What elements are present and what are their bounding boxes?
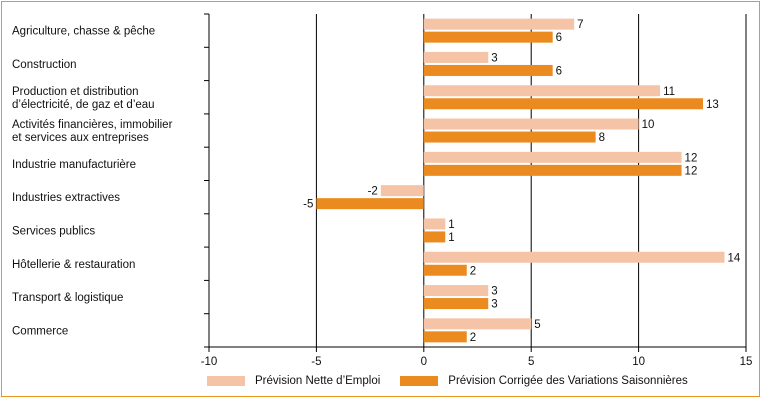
value-label-series-2-2: 13 [706, 99, 719, 111]
bar-series-1-8 [423, 285, 489, 297]
category-label-8: Transport & logistique [12, 292, 123, 304]
category-labels: Agriculture, chasse & pêche Construction P… [12, 26, 173, 338]
value-label-series-1-3: 10 [642, 119, 655, 131]
bar-series-2-1 [423, 64, 553, 76]
bar-series-1-2 [423, 85, 661, 97]
value-label-series-1-4: 12 [685, 152, 698, 164]
category-label-1: Construction [12, 59, 77, 71]
legend-item-series-2: Prévision Corrigée des Variations Saison… [400, 375, 688, 387]
value-label-series-2-6: 1 [448, 232, 454, 244]
bar-series-2-3 [423, 131, 596, 143]
bar-series-1-4 [423, 151, 682, 163]
x-tick-label-4: 10 [632, 356, 645, 368]
value-label-series-2-5: -5 [303, 199, 313, 211]
legend-label-series-1: Prévision Nette d’Emploi [255, 375, 381, 387]
x-tick-labels: -10 -5 0 5 10 15 [201, 356, 753, 368]
gridlines [315, 14, 747, 347]
legend-swatch-series-2 [400, 376, 439, 386]
bar-series-1-9 [423, 318, 532, 330]
bar-series-2-5 [316, 198, 424, 210]
category-label-2: Production et distribution d’électricité,… [12, 86, 155, 111]
bar-series-2-2 [423, 98, 704, 110]
bar-series-1-7 [423, 251, 725, 263]
bar-series-1-5 [380, 185, 424, 197]
x-tick-label-0: -10 [201, 356, 218, 368]
legend: Prévision Nette d’Emploi Prévision Corri… [207, 374, 708, 388]
value-label-series-1-9: 5 [534, 319, 540, 331]
value-label-series-2-3: 8 [599, 132, 605, 144]
category-label-5: Industries extractives [12, 192, 120, 204]
value-label-series-2-9: 2 [470, 332, 476, 344]
bars [316, 18, 725, 343]
value-label-series-1-7: 14 [728, 252, 741, 264]
value-label-series-1-5: -2 [368, 186, 378, 198]
x-tick-label-3: 5 [528, 356, 534, 368]
value-label-series-1-2: 11 [663, 86, 675, 98]
legend-item-series-1: Prévision Nette d’Emploi [207, 375, 380, 387]
bar-series-2-6 [423, 231, 446, 243]
value-label-series-1-0: 7 [577, 19, 583, 31]
value-label-series-2-4: 12 [685, 165, 698, 177]
x-tick-label-2: 0 [421, 356, 427, 368]
x-tick-label-5: 15 [740, 356, 753, 368]
axes [204, 13, 747, 352]
x-tick-label-1: -5 [311, 356, 321, 368]
bar-series-2-0 [423, 31, 553, 43]
legend-label-series-2: Prévision Corrigée des Variations Saison… [448, 375, 688, 387]
bar-series-1-6 [423, 218, 446, 230]
category-label-3: Activités financières, immobilier et serv… [12, 119, 173, 144]
bar-series-2-7 [423, 264, 467, 276]
bar-series-1-3 [423, 118, 639, 130]
category-label-6: Services publics [12, 225, 95, 237]
category-label-7: Hôtellerie & restauration [12, 259, 135, 271]
category-label-9: Commerce [12, 325, 68, 337]
bar-series-2-9 [423, 331, 467, 343]
value-label-series-2-0: 6 [556, 32, 562, 44]
bar-series-1-0 [423, 18, 575, 30]
bar-series-2-8 [423, 298, 489, 310]
category-label-0: Agriculture, chasse & pêche [12, 26, 155, 38]
legend-swatch-series-1 [207, 376, 245, 386]
value-label-series-1-1: 3 [491, 52, 497, 64]
value-label-series-1-6: 1 [448, 219, 454, 231]
value-label-series-2-1: 6 [556, 65, 562, 77]
value-label-series-2-7: 2 [470, 265, 476, 277]
value-label-series-2-8: 3 [491, 299, 497, 311]
bar-series-1-1 [423, 51, 489, 63]
bar-series-2-4 [423, 164, 682, 176]
category-label-4: Industrie manufacturière [12, 159, 136, 171]
value-label-series-1-8: 3 [491, 286, 497, 298]
